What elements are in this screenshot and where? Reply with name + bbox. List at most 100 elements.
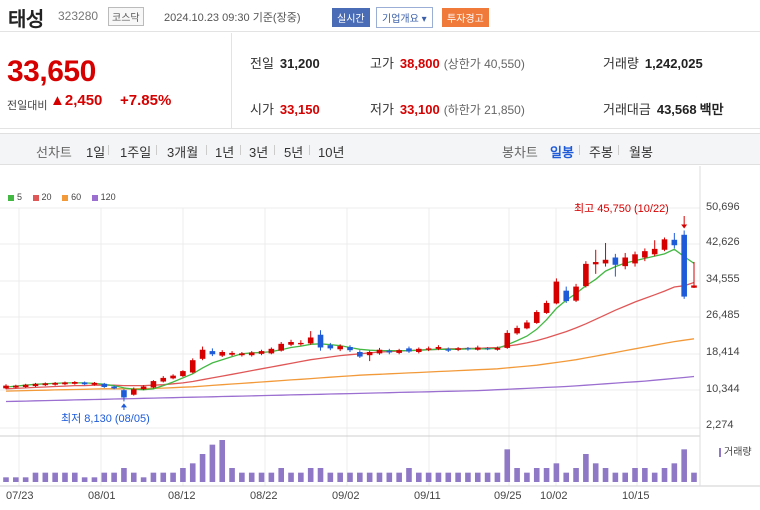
candle-body <box>219 352 226 356</box>
volume-bar <box>160 472 167 482</box>
current-price: 33,650 <box>7 55 96 88</box>
volume-bar <box>170 472 176 482</box>
stock-header: 태성 323280 코스닥 2024.10.23 09:30 기준(장중) 실시… <box>0 0 760 32</box>
volume-bar <box>219 440 226 482</box>
candle-body <box>337 346 343 350</box>
ma-legend: 5 20 60 120 <box>8 192 124 202</box>
tab-weekly[interactable]: 주봉 <box>589 145 613 160</box>
legend-ma20[interactable]: 20 <box>32 192 52 202</box>
volume-bar <box>474 472 481 482</box>
volume-bar <box>455 472 461 482</box>
high-stat: 고가 38,800 (상한가 40,550) <box>370 53 525 72</box>
candle-body <box>288 342 294 345</box>
tab-5year[interactable]: 5년 <box>284 145 304 160</box>
x-tick-label: 10/15 <box>622 490 650 502</box>
change-label: 전일대비 <box>7 100 48 112</box>
candle-body <box>583 263 589 287</box>
open-stat: 시가 33,150 <box>250 99 320 118</box>
prev-close-label: 전일 <box>250 56 274 71</box>
volume-bar <box>140 477 147 482</box>
volume-bar <box>425 472 432 482</box>
ma60-line <box>5 338 695 392</box>
legend-ma5[interactable]: 5 <box>8 192 22 202</box>
x-tick-label: 09/02 <box>332 490 360 502</box>
candle-body <box>455 348 461 350</box>
volume-bar <box>121 468 127 482</box>
candle-body <box>681 234 687 297</box>
volume-bar <box>357 472 363 482</box>
candle-body <box>72 381 78 384</box>
legend-ma120[interactable]: 120 <box>91 192 116 202</box>
candle-body <box>91 382 98 385</box>
candle-body <box>357 352 363 357</box>
tab-1day[interactable]: 1일 <box>86 145 106 160</box>
tab-divider <box>108 145 109 155</box>
candle-body <box>101 383 108 387</box>
y-tick-label: 34,555 <box>706 273 740 285</box>
volume-bar <box>337 472 343 482</box>
candle-body <box>661 239 668 250</box>
volume-bar <box>42 472 49 482</box>
volume-legend-label: 거래량 <box>724 447 752 458</box>
candle-body <box>465 348 471 350</box>
tab-1week[interactable]: 1주일 <box>120 145 152 160</box>
volume-bar <box>622 472 628 482</box>
summary-divider <box>231 33 232 129</box>
candlestick-chart[interactable] <box>0 166 760 510</box>
volume-bar <box>13 477 19 482</box>
tab-divider <box>309 145 310 155</box>
tab-monthly[interactable]: 월봉 <box>629 145 653 160</box>
candle-body <box>278 343 284 351</box>
volume-bar <box>651 472 658 482</box>
legend-ma60-label: 60 <box>71 192 82 202</box>
volume-bar <box>189 463 196 482</box>
candle-body <box>22 384 29 387</box>
tab-divider <box>156 145 157 155</box>
candle-body <box>543 302 550 313</box>
low-label: 저가 <box>370 102 394 117</box>
y-tick-label: 18,414 <box>706 346 740 358</box>
tab-10year[interactable]: 10년 <box>318 145 345 160</box>
company-info-button[interactable]: 기업개요 ▾ <box>376 7 433 28</box>
candle-body <box>81 382 88 385</box>
candle-body <box>3 385 9 389</box>
high-value: 38,800 <box>399 56 440 71</box>
volume-value: 1,242,025 <box>644 56 703 71</box>
tab-3month[interactable]: 3개월 <box>167 145 199 160</box>
candle-body <box>435 347 442 349</box>
candle-body <box>150 381 157 388</box>
volume-bar <box>229 468 235 482</box>
volume-bar <box>396 472 402 482</box>
realtime-badge[interactable]: 실시간 <box>332 8 370 27</box>
tab-candle-chart[interactable]: 봉차트 <box>502 145 538 160</box>
tab-1year[interactable]: 1년 <box>215 145 235 160</box>
x-tick-label: 08/12 <box>168 490 196 502</box>
volume-bar <box>111 472 117 482</box>
volume-bar <box>386 472 393 482</box>
prev-close-stat: 전일 31,200 <box>250 53 320 72</box>
legend-ma60[interactable]: 60 <box>62 192 81 202</box>
tab-line-chart[interactable]: 선차트 <box>36 145 72 160</box>
trade-value-label: 거래대금 <box>603 102 651 117</box>
volume-bar <box>91 477 98 482</box>
volume-bar <box>602 468 609 482</box>
tab-3year[interactable]: 3년 <box>249 145 269 160</box>
volume-bar <box>494 472 501 482</box>
candle-body <box>376 349 383 354</box>
candle-body <box>504 332 511 348</box>
tab-divider <box>240 145 241 155</box>
candle-body <box>189 360 196 373</box>
volume-bar <box>445 472 452 482</box>
candle-body <box>32 383 39 387</box>
tab-daily[interactable]: 일봉 <box>550 145 574 160</box>
ma120-line <box>5 375 695 403</box>
candle-body <box>406 348 412 352</box>
volume-bar <box>32 472 39 482</box>
open-value: 33,150 <box>279 102 320 117</box>
low-annotation: 최저 8,130 (08/05) <box>61 413 150 425</box>
candle-body <box>416 348 422 353</box>
market-badge: 코스닥 <box>108 7 144 26</box>
volume-bar <box>278 468 284 482</box>
candle-body <box>111 386 117 389</box>
low-value: 33,100 <box>399 102 440 117</box>
